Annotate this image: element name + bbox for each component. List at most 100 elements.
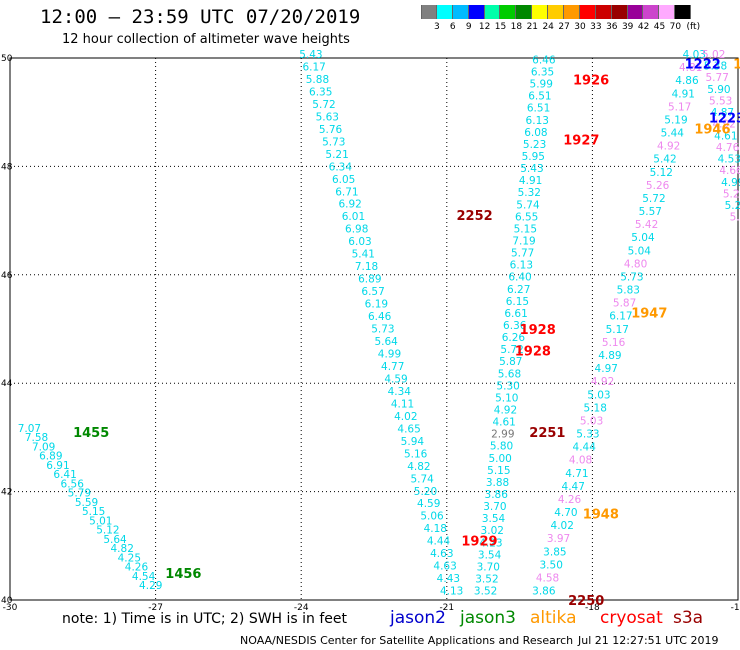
swh-value: 5.42: [635, 219, 658, 231]
y-tick-label: 50: [1, 54, 13, 64]
swh-value: 5.94: [401, 436, 425, 448]
pass-time-label: 2252: [457, 209, 493, 224]
swh-value: 4.99: [378, 348, 401, 360]
swh-value: 4.25: [118, 552, 141, 564]
swh-value: 7.07: [18, 423, 41, 435]
swh-value: 6.05: [332, 174, 355, 186]
swh-value: 6.40: [508, 272, 531, 284]
swh-value: 5.01: [89, 515, 112, 527]
swh-value: 4.23: [479, 537, 502, 549]
swh-value: 4.76: [716, 142, 740, 154]
swh-value: 5.68: [498, 368, 521, 380]
swh-value: 4.92: [657, 141, 680, 153]
swh-value: 5.10: [495, 392, 518, 404]
swh-value: 4.66: [719, 165, 740, 177]
swh-value: 6.08: [524, 127, 547, 139]
swh-value: 5.29: [725, 200, 740, 212]
swh-value: 6.13: [510, 260, 533, 272]
swh-value: 3.86: [485, 489, 509, 501]
pass-time-label: 1947: [631, 307, 667, 322]
swh-value: 3.02: [481, 525, 504, 537]
scale-label: 12: [478, 22, 491, 32]
scale-swatch: [516, 5, 533, 19]
swh-value: 5.74: [410, 473, 434, 485]
scale-swatch: [627, 5, 644, 19]
swh-value: 4.92: [712, 119, 735, 131]
scale-swatch: [579, 5, 596, 19]
swh-value: 4.18: [424, 523, 447, 535]
swh-value: 5.76: [319, 124, 343, 136]
swh-value: 5.33: [576, 429, 599, 441]
scale-swatch: [675, 5, 692, 19]
page-title: 12:00 – 23:59 UTC 07/20/2019: [40, 6, 361, 28]
swh-value: 3.52: [475, 574, 498, 586]
swh-value: 4.61: [492, 417, 515, 429]
swh-value: 5.77: [511, 248, 534, 260]
map-frame: [9, 57, 739, 601]
x-tick-label: -15: [731, 603, 740, 613]
swh-value: 5.79: [68, 488, 91, 500]
swh-value: 6.46: [532, 54, 556, 66]
scale-swatch: [421, 5, 437, 19]
legend-jason3: jason3: [460, 608, 516, 628]
swh-value: 3.97: [547, 533, 570, 545]
swh-value: 5.80: [490, 441, 513, 453]
swh-value: 4.89: [598, 350, 621, 362]
swh-value: 5.38: [704, 61, 727, 73]
swh-value: 5.23: [523, 139, 546, 151]
swh-value: 6.98: [345, 224, 368, 236]
scale-swatch: [548, 5, 565, 19]
swh-value: 5.15: [514, 223, 537, 235]
swh-value: 5.43: [299, 49, 322, 61]
swh-value: 6.71: [335, 186, 358, 198]
swh-value: 5.18: [584, 402, 607, 414]
swh-value: 5.73: [322, 136, 345, 148]
scale-label: 27: [558, 22, 570, 32]
swh-value: 5.03: [587, 389, 610, 401]
scale-swatch: [436, 5, 453, 19]
swh-value: 6.03: [348, 236, 371, 248]
swh-value: 4.13: [440, 586, 463, 598]
swh-value: 5.20: [414, 486, 437, 498]
swh-value: 4.11: [391, 398, 414, 410]
swh-value: 5.95: [522, 151, 545, 163]
scale-swatch: [643, 5, 660, 19]
swh-value: 6.15: [506, 296, 529, 308]
swh-value: 5.15: [487, 465, 510, 477]
pass-time-label: 1222: [685, 57, 721, 72]
swh-value: 5.73: [620, 271, 643, 283]
swh-value: 5.03: [580, 415, 603, 427]
swh-value: 7.09: [32, 441, 55, 453]
swh-value: 5.04: [628, 245, 652, 257]
swh-value: 4.92: [591, 376, 614, 388]
swh-value: 5.17: [606, 324, 629, 336]
pass-time-label: 1456: [165, 567, 201, 582]
pass-time-label: 1927: [563, 133, 599, 148]
scale-swatch: [595, 5, 612, 19]
swh-value: 6.01: [342, 211, 365, 223]
pass-time-label: 1928: [515, 345, 551, 360]
swh-value: 4.44: [427, 536, 451, 548]
swh-value: 5.30: [496, 380, 519, 392]
x-tick-label: -24: [294, 603, 309, 613]
swh-value: 5.90: [707, 84, 730, 96]
swh-value: 3.88: [486, 477, 509, 489]
swh-value: 5.17: [668, 101, 691, 113]
swh-value: 5.16: [404, 448, 428, 460]
swh-value: 5.63: [316, 111, 339, 123]
scale-swatch: [532, 5, 549, 19]
pass-time-label: 1455: [73, 426, 109, 441]
swh-value: 4.86: [675, 75, 699, 87]
scale-label: 6: [449, 22, 456, 32]
swh-value: 6.34: [329, 161, 353, 173]
x-tick-label: -27: [148, 603, 163, 613]
swh-value: 5.04: [631, 232, 655, 244]
pass-time-label: 1926: [573, 74, 609, 89]
scale-swatch: [468, 5, 485, 19]
swh-value: 5.73: [371, 324, 394, 336]
scale-label: (ft): [686, 22, 701, 32]
swh-value: 6.36: [503, 320, 527, 332]
scale-swatch: [564, 5, 580, 19]
swh-value: 5.99: [530, 79, 553, 91]
